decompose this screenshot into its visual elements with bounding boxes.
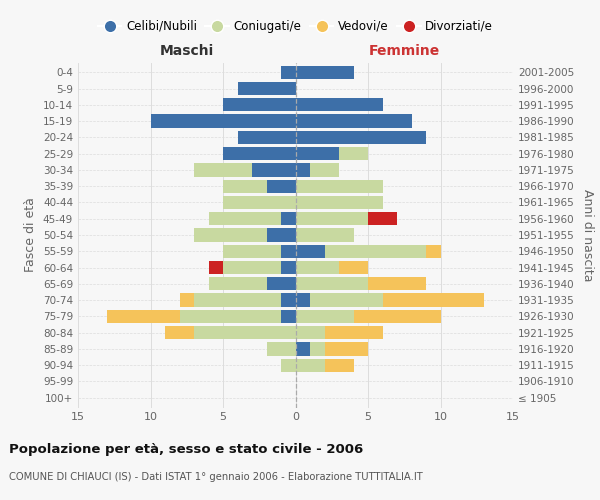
Bar xyxy=(194,163,252,176)
Bar xyxy=(296,147,339,160)
Y-axis label: Fasce di età: Fasce di età xyxy=(25,198,37,272)
Bar xyxy=(296,342,310,355)
Legend: Celibi/Nubili, Coniugati/e, Vedovi/e, Divorziati/e: Celibi/Nubili, Coniugati/e, Vedovi/e, Di… xyxy=(93,15,498,38)
Text: Femmine: Femmine xyxy=(368,44,440,58)
Bar xyxy=(296,244,325,258)
Bar xyxy=(426,244,440,258)
Bar xyxy=(223,98,296,112)
Bar xyxy=(296,196,383,209)
Bar xyxy=(281,294,296,307)
Bar xyxy=(281,66,296,79)
Bar xyxy=(296,358,325,372)
Bar xyxy=(223,180,266,193)
Bar xyxy=(281,261,296,274)
Bar xyxy=(107,310,179,323)
Bar xyxy=(223,244,281,258)
Bar xyxy=(325,342,368,355)
Text: COMUNE DI CHIAUCI (IS) - Dati ISTAT 1° gennaio 2006 - Elaborazione TUTTITALIA.IT: COMUNE DI CHIAUCI (IS) - Dati ISTAT 1° g… xyxy=(9,472,423,482)
Bar xyxy=(296,326,325,340)
Bar xyxy=(194,228,266,241)
Bar xyxy=(179,310,281,323)
Bar xyxy=(296,228,353,241)
Bar xyxy=(194,326,296,340)
Text: Maschi: Maschi xyxy=(160,44,214,58)
Bar xyxy=(296,114,412,128)
Bar xyxy=(296,180,383,193)
Bar xyxy=(368,212,397,226)
Bar xyxy=(353,310,440,323)
Bar xyxy=(238,130,296,144)
Bar xyxy=(296,98,383,112)
Bar xyxy=(310,342,325,355)
Bar xyxy=(368,277,426,290)
Bar xyxy=(339,147,368,160)
Bar xyxy=(165,326,194,340)
Bar xyxy=(266,180,296,193)
Bar xyxy=(296,261,339,274)
Bar xyxy=(296,66,353,79)
Bar xyxy=(383,294,484,307)
Bar xyxy=(339,261,368,274)
Bar xyxy=(179,294,194,307)
Bar xyxy=(223,147,296,160)
Bar xyxy=(296,130,426,144)
Bar xyxy=(296,163,310,176)
Bar xyxy=(310,294,383,307)
Bar xyxy=(194,294,281,307)
Bar xyxy=(281,212,296,226)
Bar xyxy=(266,342,296,355)
Bar xyxy=(296,310,353,323)
Bar xyxy=(223,261,281,274)
Bar xyxy=(252,163,296,176)
Bar xyxy=(151,114,296,128)
Bar xyxy=(296,212,368,226)
Bar xyxy=(281,358,296,372)
Bar xyxy=(296,294,310,307)
Bar xyxy=(325,244,426,258)
Bar xyxy=(209,212,281,226)
Text: Popolazione per età, sesso e stato civile - 2006: Popolazione per età, sesso e stato civil… xyxy=(9,442,363,456)
Bar xyxy=(209,261,223,274)
Bar xyxy=(281,310,296,323)
Bar xyxy=(325,326,383,340)
Y-axis label: Anni di nascita: Anni di nascita xyxy=(581,188,594,281)
Bar xyxy=(266,277,296,290)
Bar xyxy=(238,82,296,95)
Bar xyxy=(325,358,353,372)
Bar xyxy=(296,277,368,290)
Bar xyxy=(223,196,296,209)
Bar xyxy=(209,277,266,290)
Bar xyxy=(266,228,296,241)
Bar xyxy=(281,244,296,258)
Bar xyxy=(310,163,339,176)
